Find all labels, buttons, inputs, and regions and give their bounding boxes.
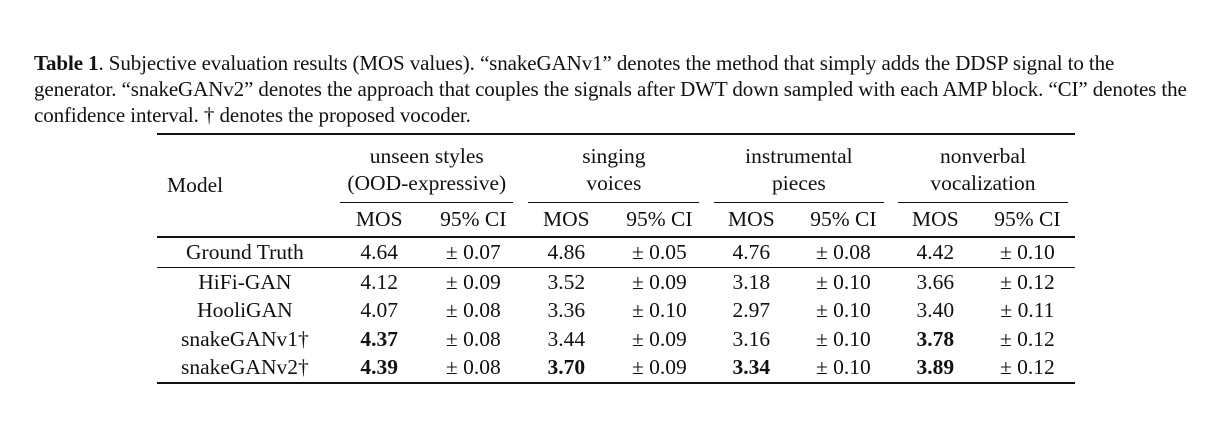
ci-cell: ± 0.08	[445, 326, 501, 351]
ci-cell: ± 0.09	[631, 326, 687, 351]
mos-cell: 4.37	[360, 326, 399, 351]
group-header-line2: (OOD-expressive)	[347, 171, 507, 195]
table-row: snakeGANv1† 4.37 ± 0.08 3.44 ± 0.09 3.16 ± 0.1…	[157, 325, 1075, 354]
group-underline	[898, 202, 1068, 203]
ci-cell: ± 0.12	[979, 353, 1075, 384]
group-header-line1: singing	[582, 144, 646, 168]
ci-cell: ± 0.09	[631, 269, 687, 294]
results-table-container: Model unseen styles (OOD-expressive) sin…	[157, 133, 1075, 384]
mos-cell: 2.97	[732, 298, 771, 322]
ci-cell: ± 0.08	[445, 298, 501, 322]
mos-cell: 3.70	[520, 353, 612, 384]
sub-header-mos: MOS	[520, 203, 612, 238]
mos-cell: 3.34	[706, 353, 796, 384]
mos-cell: 4.07	[360, 298, 399, 322]
mos-cell: 4.64	[332, 237, 426, 268]
mos-cell: 4.76	[706, 237, 796, 268]
ci-cell: ± 0.10	[815, 269, 871, 294]
group-underline	[714, 202, 884, 203]
ci-cell: ± 0.10	[795, 353, 891, 384]
ci-cell: ± 0.09	[445, 269, 501, 294]
mos-cell: 4.42	[890, 237, 980, 268]
mos-cell: 3.36	[547, 298, 586, 322]
ci-cell: ± 0.08	[795, 237, 891, 268]
group-header-line2: vocalization	[930, 171, 1036, 195]
sub-header-ci: 95% CI	[425, 203, 521, 238]
group-header-line2: pieces	[772, 171, 826, 195]
group-header-line1: instrumental	[745, 144, 853, 168]
table-row: HiFi-GAN 4.12 ± 0.09 3.52 ± 0.09 3.18 ± 0.10 3.…	[157, 267, 1075, 296]
mos-cell: 3.44	[547, 326, 586, 351]
group-header-line1: unseen styles	[369, 144, 484, 168]
sub-header-ci: 95% CI	[979, 203, 1075, 238]
model-header: Model	[157, 133, 333, 238]
group-header-nonverbal-vocalization: nonverbal vocalization	[890, 133, 1075, 203]
ci-cell: ± 0.12	[999, 326, 1055, 351]
mos-cell: 3.89	[890, 353, 980, 384]
table-row: Ground Truth 4.64 ± 0.07 4.86 ± 0.05 4.76 ± 0.…	[157, 237, 1075, 268]
mos-cell: 3.18	[732, 269, 771, 294]
group-header-line1: nonverbal	[939, 144, 1026, 168]
caption-label: Table 1	[34, 51, 99, 75]
mos-cell: 4.12	[360, 269, 399, 294]
model-name-cell: snakeGANv1†	[180, 326, 309, 351]
ci-cell: ± 0.10	[631, 298, 687, 322]
results-table: Model unseen styles (OOD-expressive) sin…	[157, 133, 1075, 384]
caption-text: . Subjective evaluation results (MOS val…	[34, 51, 1187, 127]
mos-cell: 3.16	[732, 326, 771, 351]
mos-cell: 3.40	[916, 298, 955, 322]
table-caption: Table 1. Subjective evaluation results (…	[34, 50, 1194, 128]
group-header-line2: voices	[586, 171, 642, 195]
ci-cell: ± 0.07	[425, 237, 521, 268]
model-name-cell: snakeGANv2†	[157, 353, 333, 384]
mos-cell: 4.39	[332, 353, 426, 384]
table-row: snakeGANv2† 4.39 ± 0.08 3.70 ± 0.09 3.34 ± 0.1…	[157, 353, 1075, 384]
mos-cell: 3.78	[916, 326, 955, 351]
ci-cell: ± 0.10	[979, 237, 1075, 268]
group-underline	[528, 202, 700, 203]
ci-cell: ± 0.09	[611, 353, 707, 384]
model-name-cell: Ground Truth	[157, 237, 333, 268]
ci-cell: ± 0.05	[611, 237, 707, 268]
ci-cell: ± 0.10	[815, 298, 871, 322]
sub-header-ci: 95% CI	[795, 203, 891, 238]
model-name-cell: HooliGAN	[197, 298, 293, 322]
ci-cell: ± 0.08	[425, 353, 521, 384]
mos-cell: 3.52	[547, 269, 586, 294]
mos-cell: 4.86	[520, 237, 612, 268]
sub-header-mos: MOS	[332, 203, 426, 238]
table-body: Ground Truth 4.64 ± 0.07 4.86 ± 0.05 4.76 ± 0.…	[157, 237, 1075, 384]
ci-cell: ± 0.10	[815, 326, 871, 351]
model-name-cell: HiFi-GAN	[198, 269, 292, 294]
sub-header-mos: MOS	[890, 203, 980, 238]
table-row: HooliGAN 4.07 ± 0.08 3.36 ± 0.10 2.97 ± 0.10 3.…	[157, 296, 1075, 325]
sub-header-mos: MOS	[706, 203, 796, 238]
group-underline	[340, 202, 514, 203]
ci-cell: ± 0.11	[1000, 298, 1055, 322]
group-header-unseen-styles: unseen styles (OOD-expressive)	[332, 133, 521, 203]
group-header-instrumental-pieces: instrumental pieces	[706, 133, 891, 203]
group-header-singing-voices: singing voices	[520, 133, 707, 203]
sub-header-ci: 95% CI	[611, 203, 707, 238]
ci-cell: ± 0.12	[999, 269, 1055, 294]
mos-cell: 3.66	[916, 269, 955, 294]
